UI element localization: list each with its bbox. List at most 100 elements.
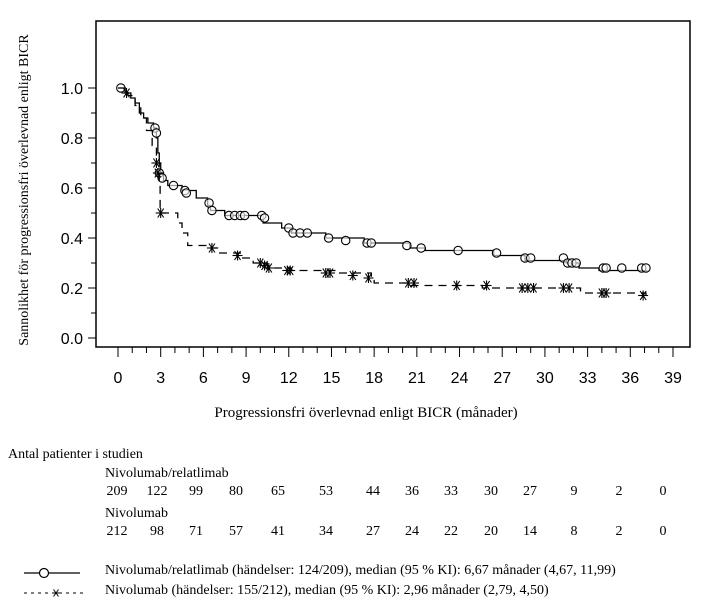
censor-mark-asterisk	[528, 283, 539, 293]
censor-mark-asterisk	[403, 278, 414, 288]
y-tick-label: 0.4	[61, 231, 83, 248]
censor-mark-asterisk	[564, 283, 575, 293]
risk-count: 0	[659, 484, 667, 499]
y-tick-label: 0.2	[61, 281, 83, 298]
censor-mark-asterisk	[232, 250, 243, 261]
censor-mark-circle	[239, 210, 250, 221]
x-tick-label: 15	[323, 370, 341, 387]
x-tick-label: 9	[242, 370, 251, 387]
censor-mark-asterisk	[152, 168, 163, 178]
risk-count: 9	[570, 484, 578, 499]
censor-mark-circle	[168, 180, 179, 191]
risk-count: 24	[405, 524, 419, 539]
risk-count: 122	[146, 484, 168, 499]
censor-mark-circle	[151, 128, 162, 138]
censor-mark-circle	[340, 235, 351, 246]
x-tick-label: 33	[579, 370, 597, 387]
y-tick-label: 0.0	[61, 331, 83, 348]
risk-count: 14	[523, 524, 537, 539]
risk-count: 41	[271, 524, 285, 539]
censor-mark-asterisk	[601, 288, 612, 298]
censor-mark-circle	[181, 188, 192, 198]
risk-group-label-nivo-rela: Nivolumab/relatlimab	[105, 466, 229, 481]
censor-mark-asterisk	[121, 88, 132, 98]
legend-symbol-solid-circle	[24, 567, 80, 579]
risk-count: 34	[319, 524, 333, 539]
risk-count: 44	[366, 484, 380, 499]
risk-count: 0	[659, 524, 667, 539]
y-axis: 0.0 0.2 0.4 0.6 0.8 1.0	[61, 81, 96, 348]
x-tick-label: 3	[156, 370, 165, 387]
risk-count: 27	[366, 524, 380, 539]
x-tick-label: 0	[114, 370, 123, 387]
km-curve-line	[118, 87, 648, 272]
legend-text-nivo-rela: Nivolumab/relatlimab (händelser: 124/209…	[105, 563, 616, 578]
legend-symbol-dashed-asterisk	[24, 589, 84, 597]
censor-mark-circle	[525, 253, 536, 263]
censor-mark-asterisk	[481, 280, 492, 291]
risk-group-label-nivo: Nivolumab	[105, 506, 168, 521]
risk-count: 30	[484, 484, 498, 499]
risk-count: 99	[189, 484, 203, 499]
x-tick-label: 12	[280, 370, 298, 387]
legend-item-nivo-rela: Nivolumab/relatlimab (händelser: 124/209…	[0, 563, 712, 583]
risk-count: 8	[570, 524, 578, 539]
censor-mark-circle	[641, 263, 651, 273]
x-tick-label: 24	[451, 370, 469, 387]
censor-mark-asterisk	[517, 283, 528, 293]
km-curve-line	[118, 87, 647, 296]
censor-mark-asterisk	[263, 263, 274, 273]
y-axis-label: Sannolikhet för progressionsfri överlevn…	[17, 34, 32, 346]
legend-item-nivo: Nivolumab (händelser: 155/212), median (…	[0, 583, 712, 603]
censor-mark-circle	[366, 238, 377, 248]
risk-count: 2	[615, 484, 623, 499]
risk-count: 20	[484, 524, 498, 539]
censor-mark-asterisk	[363, 273, 374, 283]
censor-mark-asterisk	[285, 265, 296, 276]
censor-mark-asterisk	[409, 278, 419, 288]
censor-mark-circle	[491, 248, 502, 258]
risk-count: 36	[405, 484, 419, 499]
plot-frame	[95, 20, 691, 348]
risk-count: 212	[106, 524, 128, 539]
censor-mark-asterisk	[347, 270, 358, 281]
x-axis: 0 3 6 9 12 15 18 21 24 27 30 33 36 39	[114, 347, 682, 387]
censor-mark-asterisk	[206, 243, 217, 253]
censor-mark-asterisk	[325, 268, 336, 278]
x-tick-label: 36	[621, 370, 639, 387]
x-tick-label: 27	[493, 370, 511, 387]
risk-row-nivo-rela: 209 122 99 80 65 53 44 36 33 30 27 9 2 0	[0, 484, 712, 502]
risk-table-title: Antal patienter i studien	[8, 447, 143, 462]
risk-count: 27	[523, 484, 537, 499]
risk-count: 22	[444, 524, 458, 539]
risk-count: 57	[229, 524, 243, 539]
y-tick-label: 1.0	[61, 81, 83, 98]
risk-row-nivo: 212 98 71 57 41 34 27 24 22 20 14 8 2 0	[0, 524, 712, 542]
x-tick-label: 30	[536, 370, 554, 387]
x-tick-label: 39	[664, 370, 682, 387]
risk-count: 98	[150, 524, 164, 539]
series-nivo	[118, 87, 649, 301]
risk-count: 71	[189, 524, 203, 539]
x-tick-label: 6	[199, 370, 208, 387]
risk-count: 2	[615, 524, 623, 539]
series-nivo-rela	[116, 83, 651, 273]
risk-count: 65	[271, 484, 285, 499]
censor-mark-circle	[453, 245, 463, 256]
y-tick-label: 0.8	[61, 131, 83, 148]
censor-mark-circle	[617, 263, 627, 273]
x-axis-label: Progressionsfri överlevnad enligt BICR (…	[214, 405, 518, 421]
risk-count: 209	[106, 484, 128, 499]
x-tick-label: 21	[408, 370, 426, 387]
censor-mark-circle	[323, 233, 334, 243]
censor-mark-circle	[416, 243, 426, 253]
risk-count: 53	[319, 484, 333, 499]
risk-count: 33	[444, 484, 458, 499]
censor-mark-circle	[571, 258, 581, 268]
km-chart: 0.00.20.40.60.81.0 0 3 6 9 12 15 18 21 24 27 30 33 3…	[17, 20, 691, 387]
censor-mark-circle	[302, 228, 313, 238]
censor-mark-asterisk	[155, 208, 166, 218]
risk-count: 80	[229, 484, 243, 499]
censor-mark-circle	[402, 240, 412, 251]
y-tick-label: 0.6	[61, 181, 83, 198]
